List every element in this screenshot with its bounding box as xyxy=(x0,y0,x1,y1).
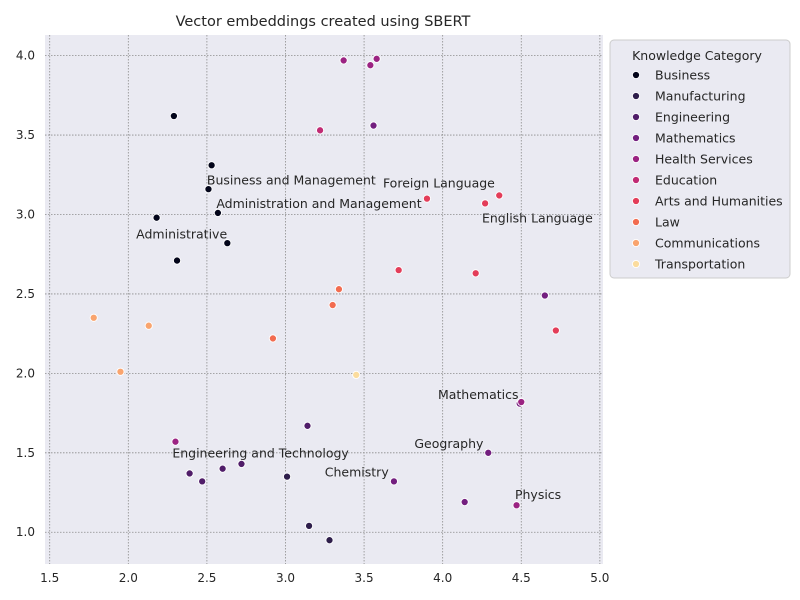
x-tick-label: 2.5 xyxy=(197,571,216,585)
data-point xyxy=(169,111,178,121)
data-point xyxy=(422,194,432,203)
grid xyxy=(45,35,603,564)
data-point xyxy=(116,367,125,376)
data-point xyxy=(481,199,490,208)
y-tick-label: 1.0 xyxy=(16,525,35,539)
data-point xyxy=(305,521,314,530)
x-axis: 1.5 2.0 2.5 3.0 3.5 4.0 4.5 5.0 xyxy=(40,571,609,585)
x-tick-label: 3.5 xyxy=(355,571,374,585)
y-tick-label: 1.5 xyxy=(16,446,35,460)
point-annotation: Mathematics xyxy=(438,387,519,402)
y-tick-label: 2.0 xyxy=(16,366,35,380)
legend-entry: Communications xyxy=(655,236,760,251)
data-point xyxy=(495,191,504,200)
legend-entry: Law xyxy=(655,215,680,230)
point-annotation: Foreign Language xyxy=(383,176,495,191)
annotations: Business and Management Administration an… xyxy=(136,172,593,502)
data-point xyxy=(328,301,337,310)
data-point xyxy=(517,397,526,407)
legend: Knowledge Category Business Manufacturing… xyxy=(609,39,791,279)
data-point xyxy=(185,469,194,478)
data-point xyxy=(366,61,375,70)
legend-entry: Business xyxy=(655,68,710,83)
legend-frame xyxy=(609,39,791,279)
legend-entry: Education xyxy=(655,173,717,188)
data-point xyxy=(334,285,343,294)
data-point xyxy=(204,185,213,194)
legend-entry: Transportation xyxy=(654,257,745,272)
data-point xyxy=(394,266,403,275)
data-point xyxy=(484,448,493,457)
data-point xyxy=(218,464,227,473)
data-point xyxy=(268,334,277,343)
plot-area xyxy=(45,35,603,564)
point-annotation: English Language xyxy=(482,210,593,225)
x-tick-label: 1.5 xyxy=(40,571,59,585)
data-point xyxy=(339,56,348,65)
data-point xyxy=(512,501,521,510)
legend-marker xyxy=(631,196,641,206)
point-annotation: Physics xyxy=(515,487,561,502)
legend-entry: Arts and Humanities xyxy=(655,194,783,209)
data-point xyxy=(171,437,180,446)
data-point xyxy=(471,269,480,278)
point-annotation: Chemistry xyxy=(325,465,390,480)
legend-marker xyxy=(631,91,641,101)
legend-entry: Manufacturing xyxy=(655,89,746,104)
data-point xyxy=(540,291,549,300)
legend-marker xyxy=(631,70,641,80)
point-annotation: Geography xyxy=(414,436,484,451)
data-point xyxy=(172,256,182,265)
x-tick-label: 4.0 xyxy=(433,571,452,585)
legend-entry: Mathematics xyxy=(655,131,736,146)
y-axis: 1.0 1.5 2.0 2.5 3.0 3.5 4.0 xyxy=(16,49,35,540)
data-points xyxy=(89,54,560,545)
x-tick-label: 2.0 xyxy=(119,571,138,585)
y-tick-label: 3.0 xyxy=(16,208,35,222)
legend-marker xyxy=(631,112,641,122)
data-point xyxy=(389,477,398,486)
point-annotation: Engineering and Technology xyxy=(172,446,349,461)
data-point xyxy=(460,497,469,507)
legend-title: Knowledge Category xyxy=(632,48,762,63)
data-point xyxy=(89,313,98,322)
data-point xyxy=(152,213,161,222)
data-point xyxy=(551,326,560,335)
x-tick-label: 5.0 xyxy=(590,571,609,585)
data-point xyxy=(237,459,246,468)
legend-marker xyxy=(631,133,641,143)
chart-title: Vector embeddings created using SBERT xyxy=(176,14,471,30)
data-point xyxy=(207,161,216,170)
legend-marker xyxy=(631,175,641,185)
point-annotation: Business and Management xyxy=(207,172,376,187)
x-tick-label: 4.5 xyxy=(512,571,531,585)
data-point xyxy=(223,239,232,248)
data-point xyxy=(283,472,292,481)
legend-entry: Engineering xyxy=(655,110,730,125)
data-point xyxy=(198,477,207,486)
y-tick-label: 3.5 xyxy=(16,128,35,142)
data-point xyxy=(303,421,312,430)
y-tick-label: 4.0 xyxy=(16,49,35,63)
y-tick-label: 2.5 xyxy=(16,287,35,301)
point-annotation: Administration and Management xyxy=(216,196,421,211)
legend-entry: Health Services xyxy=(655,152,753,167)
point-annotation: Administrative xyxy=(136,226,227,241)
legend-marker xyxy=(631,259,641,269)
data-point xyxy=(372,54,381,63)
x-tick-label: 3.0 xyxy=(276,571,295,585)
data-point xyxy=(325,536,334,545)
legend-marker xyxy=(631,238,641,248)
data-point xyxy=(369,121,378,130)
data-point xyxy=(316,126,325,135)
data-point xyxy=(213,208,222,217)
legend-marker xyxy=(631,154,641,164)
data-point xyxy=(144,321,153,330)
data-point xyxy=(352,370,361,380)
legend-marker xyxy=(631,217,641,227)
